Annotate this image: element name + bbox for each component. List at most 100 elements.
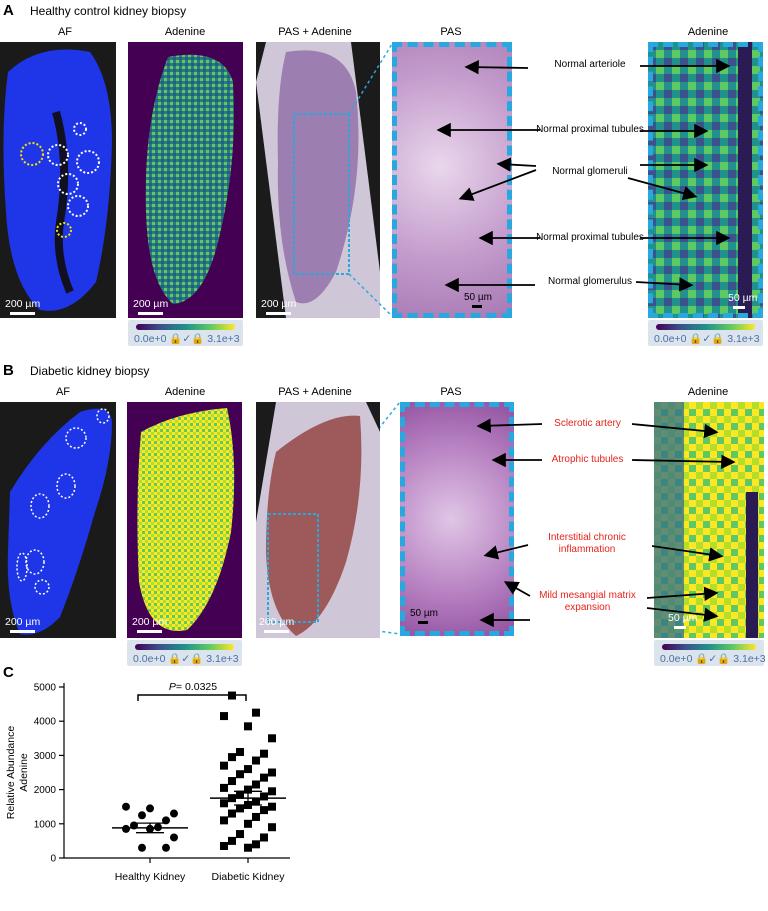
- panel-a-adenine-zoom-label: Adenine: [687, 26, 729, 38]
- annotation-b-1: Atrophic tubules: [551, 454, 624, 465]
- panel-a-colorbar-gradient: [136, 324, 235, 330]
- panel-b-pas-scale-bar: [418, 621, 428, 624]
- y-tick-label-4: 4000: [34, 717, 57, 728]
- panel-b-zoom-colorbar-gradient: [662, 644, 756, 650]
- panel-b-adenine-zoom-scale-label: 50 µm: [668, 612, 698, 624]
- panel-a-adenine-scale-bar: [138, 312, 163, 315]
- y-axis-label: Relative Abundance Adenine: [5, 726, 30, 820]
- panel-b-pas-label: PAS: [440, 386, 462, 398]
- panel-b-adenine-scale-label: 200 µm: [132, 616, 168, 628]
- data-points: [122, 691, 276, 852]
- data-point-1-18: [268, 787, 276, 796]
- panel-b-colorbar-max: 3.1e+3: [206, 653, 239, 665]
- panel-a-adenine-zoom-scale-label: 50 µm: [728, 292, 758, 304]
- panel-a-adenine-zoom-frame: [648, 42, 763, 318]
- data-point-1-31: [244, 819, 252, 828]
- x-axis: Healthy Kidney Diabetic Kidney: [64, 857, 290, 883]
- x-tick-label-1: Diabetic Kidney: [212, 871, 286, 883]
- data-point-1-11: [268, 768, 276, 777]
- data-point-0-2: [170, 809, 178, 818]
- panel-a-colorbar: 0.0e+0 🔒✓🔒 3.1e+3: [128, 320, 243, 346]
- data-point-0-10: [138, 843, 146, 852]
- panel-b-af-image: 200 µm: [0, 402, 116, 638]
- panel-a-pas-adenine-label: PAS + Adenine: [278, 26, 352, 38]
- y-axis-label-line2: Adenine: [18, 753, 30, 792]
- panel-a-pas-adenine-image: 200 µm: [256, 42, 380, 318]
- significance-bracket-line: [137, 694, 247, 701]
- panel-b-adenine-label: Adenine: [164, 386, 206, 398]
- data-point-1-8: [252, 756, 260, 765]
- panel-b-colorbar-gradient: [135, 644, 234, 650]
- panel-a-zoom-colorbar-labels: 0.0e+0 🔒✓🔒 3.1e+3: [654, 332, 760, 345]
- panel-a-adenine-zoom-image: 50 µm: [648, 42, 763, 318]
- data-point-0-4: [162, 816, 170, 825]
- panel-a-pas-adenine-scale-label: 200 µm: [261, 298, 297, 310]
- panel-b-pas-adenine-image: 200 µm: [256, 402, 380, 638]
- panel-b-letter: B: [3, 362, 14, 379]
- panel-b-pas-frame: [400, 402, 514, 636]
- data-point-1-30: [220, 816, 228, 825]
- panel-a-pas-zoom-image: 50 µm: [392, 42, 512, 318]
- p-value-number: = 0.0325: [176, 681, 217, 693]
- panel-b-colorbar-min: 0.0e+0: [133, 653, 166, 665]
- panel-b-af-scale-label: 200 µm: [5, 616, 41, 628]
- data-point-1-28: [228, 809, 236, 818]
- panel-a-adenine-zoom-scale-bar: [733, 306, 745, 309]
- annotation-a-4: Normal glomerulus: [548, 276, 632, 287]
- data-point-1-6: [260, 749, 268, 758]
- panel-a-af-label: AF: [57, 26, 73, 38]
- y-axis-label-line1: Relative Abundance: [5, 726, 17, 820]
- panel-a-pas-label: PAS: [440, 26, 462, 38]
- panel-a-colorbar-max: 3.1e+3: [207, 333, 240, 345]
- panel-a-colorbar-min: 0.0e+0: [134, 333, 167, 345]
- data-point-1-29: [252, 812, 260, 821]
- data-point-1-12: [236, 770, 244, 779]
- data-point-1-2: [220, 712, 228, 721]
- panel-b-colorbar: 0.0e+0 🔒✓🔒 3.1e+3: [127, 640, 242, 666]
- lock-icon: 🔒✓🔒: [168, 653, 204, 665]
- panel-a-adenine-image: 200 µm: [128, 42, 243, 318]
- data-point-1-26: [236, 804, 244, 813]
- annotation-a-3: Normal proximal tubules: [536, 232, 644, 243]
- data-point-1-3: [244, 722, 252, 731]
- data-point-1-23: [220, 799, 228, 808]
- panel-b-zoom-colorbar-max: 3.1e+3: [733, 653, 766, 665]
- y-tick-label-0: 0: [50, 854, 56, 865]
- data-point-0-9: [170, 833, 178, 842]
- panel-a-zoom-colorbar-min: 0.0e+0: [654, 333, 687, 345]
- panel-a-af-scale-label: 200 µm: [5, 298, 41, 310]
- panel-a-letter: A: [3, 2, 14, 19]
- panel-a-af-image: 200 µm: [0, 42, 116, 318]
- panel-b-af-label: AF: [55, 386, 71, 398]
- panel-b-adenine-scale-bar: [137, 630, 162, 633]
- panel-b-colorbar-labels: 0.0e+0 🔒✓🔒 3.1e+3: [133, 652, 239, 665]
- data-point-1-20: [260, 792, 268, 801]
- p-value-symbol: P: [169, 681, 176, 693]
- annotation-a-0: Normal arteriole: [554, 59, 626, 70]
- lock-icon: 🔒✓🔒: [169, 333, 205, 345]
- panel-a-adenine-scale-label: 200 µm: [133, 298, 169, 310]
- data-point-0-11: [162, 843, 170, 852]
- y-tick-label-5: 5000: [34, 683, 57, 694]
- data-point-1-33: [236, 830, 244, 839]
- p-value-label: P= 0.0325: [169, 681, 217, 693]
- data-point-1-22: [252, 797, 260, 806]
- data-point-1-7: [228, 753, 236, 762]
- annotation-a-1: Normal proximal tubules: [536, 124, 644, 135]
- annotation-a-2: Normal glomeruli: [552, 166, 628, 177]
- data-point-0-7: [122, 824, 130, 833]
- data-point-1-4: [268, 734, 276, 743]
- data-point-0-3: [138, 811, 146, 820]
- lock-icon: 🔒✓🔒: [689, 333, 725, 345]
- panel-b-zoom-colorbar-labels: 0.0e+0 🔒✓🔒 3.1e+3: [660, 652, 766, 665]
- panel-a-zoom-colorbar-gradient: [656, 324, 755, 330]
- panel-b-pas-zoom-image: 50 µm: [400, 402, 514, 636]
- panel-b-af-scale-bar: [10, 630, 35, 633]
- data-point-1-14: [228, 777, 236, 786]
- panel-b-zoom-colorbar-min: 0.0e+0: [660, 653, 693, 665]
- panel-b-pas-adenine-scale-bar: [264, 630, 289, 633]
- panel-b-pas-adenine-label: PAS + Adenine: [278, 386, 352, 398]
- x-tick-label-0: Healthy Kidney: [115, 871, 186, 883]
- data-point-1-35: [228, 836, 236, 845]
- panel-a-title: Healthy control kidney biopsy: [30, 4, 187, 18]
